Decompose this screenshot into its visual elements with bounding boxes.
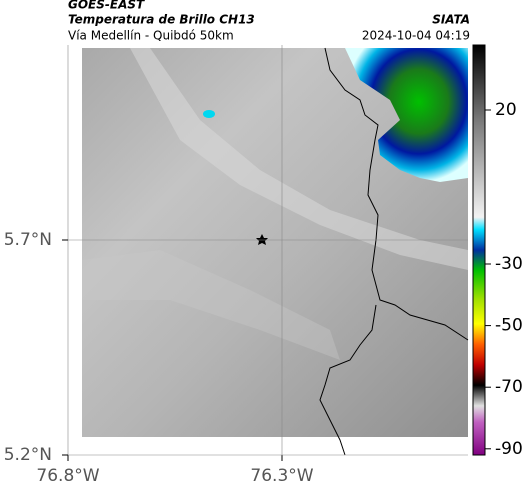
x-tick-label: 76.3°W <box>250 466 313 486</box>
source: SIATA <box>432 13 470 27</box>
colorbar-tick-label: -70 <box>495 377 523 397</box>
y-tick-label: 5.7°N <box>4 230 52 250</box>
y-tick-label: 5.2°N <box>4 445 52 465</box>
cold-pixel <box>203 110 215 118</box>
border-line <box>319 47 469 456</box>
satellite: GOES-EAST <box>68 0 145 12</box>
colorbar-tick-label: -30 <box>495 254 523 274</box>
x-tick-label: 76.8°W <box>36 466 99 486</box>
colorbar <box>472 44 486 456</box>
convective-cloud <box>345 48 468 182</box>
timestamp: 2024-10-04 04:19 <box>362 29 470 43</box>
map <box>68 45 469 456</box>
cloud-streak <box>82 250 340 360</box>
colorbar-tick-label: 20 <box>495 100 517 120</box>
colorbar-tick-label: -90 <box>495 439 523 459</box>
subtitle: Vía Medellín - Quibdó 50km <box>68 29 234 43</box>
cloud-streak <box>130 48 468 270</box>
colorbar-tick-label: -50 <box>495 316 523 336</box>
title: Temperatura de Brillo CH13 <box>68 13 255 27</box>
location-star <box>256 234 268 245</box>
